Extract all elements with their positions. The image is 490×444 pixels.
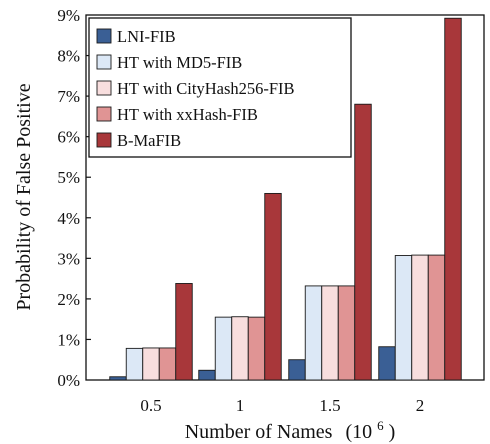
- y-tick-label: 1%: [57, 330, 80, 349]
- bar-series2-1_5: [304, 285, 323, 381]
- x-axis: 0.5 1 1.5 2: [140, 396, 424, 415]
- legend-label: HT with CityHash256-FIB: [117, 79, 295, 98]
- legend-swatch: [96, 54, 112, 70]
- y-axis: 0% 1% 2% 3% 4% 5% 6% 7% 8% 9%: [57, 6, 91, 390]
- bar-series4-2: [427, 254, 446, 381]
- legend-swatch: [96, 80, 112, 96]
- legend-box: [88, 17, 352, 158]
- bar-series3-0_5: [142, 347, 160, 381]
- plot-frame: [85, 14, 485, 381]
- bar-series5-1_5: [354, 103, 372, 381]
- bar-series5-1: [264, 192, 282, 381]
- bar-series2-2: [394, 255, 413, 381]
- x-axis-title-exponent: 6: [377, 418, 384, 433]
- bar-series1-0_5: [109, 376, 127, 381]
- bar-series5-0_5: [175, 283, 193, 381]
- bars-layer: [109, 17, 462, 381]
- bar-series1-1_5: [288, 359, 306, 381]
- bar-series3-1: [231, 316, 249, 381]
- bar-series3-1_5: [321, 285, 339, 381]
- y-axis-title: Probability of False Positive: [13, 83, 35, 310]
- y-tick-label: 9%: [57, 6, 80, 25]
- legend-label: B-MaFIB: [117, 131, 181, 150]
- bar-series5-2: [444, 17, 462, 381]
- x-tick-label: 2: [416, 396, 425, 415]
- y-tick-label: 0%: [57, 371, 80, 390]
- y-tick-label: 7%: [57, 87, 80, 106]
- x-tick-label: 0.5: [140, 396, 161, 415]
- legend: LNI-FIB HT with MD5-FIB HT with CityHash25…: [88, 17, 352, 158]
- legend-label: HT with MD5-FIB: [117, 53, 242, 72]
- y-tick-label: 4%: [57, 209, 80, 228]
- bar-series2-0_5: [125, 347, 144, 381]
- legend-swatch: [96, 106, 112, 122]
- legend-label: LNI-FIB: [117, 27, 176, 46]
- legend-swatch: [96, 28, 112, 44]
- bar-series1-2: [378, 346, 396, 381]
- bar-series4-1: [247, 316, 266, 381]
- bar-series4-1_5: [337, 285, 356, 381]
- x-tick-label: 1.5: [319, 396, 340, 415]
- y-tick-label: 5%: [57, 168, 80, 187]
- bar-series1-1: [198, 369, 216, 381]
- bar-series3-2: [411, 254, 429, 381]
- bar-series4-0_5: [158, 347, 177, 381]
- y-tick-label: 2%: [57, 290, 80, 309]
- legend-label: HT with xxHash-FIB: [117, 105, 258, 124]
- legend-swatch: [96, 132, 112, 148]
- bar-series2-1: [214, 316, 233, 381]
- y-tick-label: 3%: [57, 249, 80, 268]
- x-axis-title-unit: (10: [345, 421, 372, 443]
- y-tick-label: 8%: [57, 47, 80, 66]
- x-axis-title: Number of Names (10 6 ): [185, 413, 396, 443]
- y-tick-label: 6%: [57, 128, 80, 147]
- x-axis-title-text: Number of Names: [185, 421, 333, 443]
- x-tick-label: 1: [236, 396, 245, 415]
- x-axis-title-close: ): [389, 421, 396, 443]
